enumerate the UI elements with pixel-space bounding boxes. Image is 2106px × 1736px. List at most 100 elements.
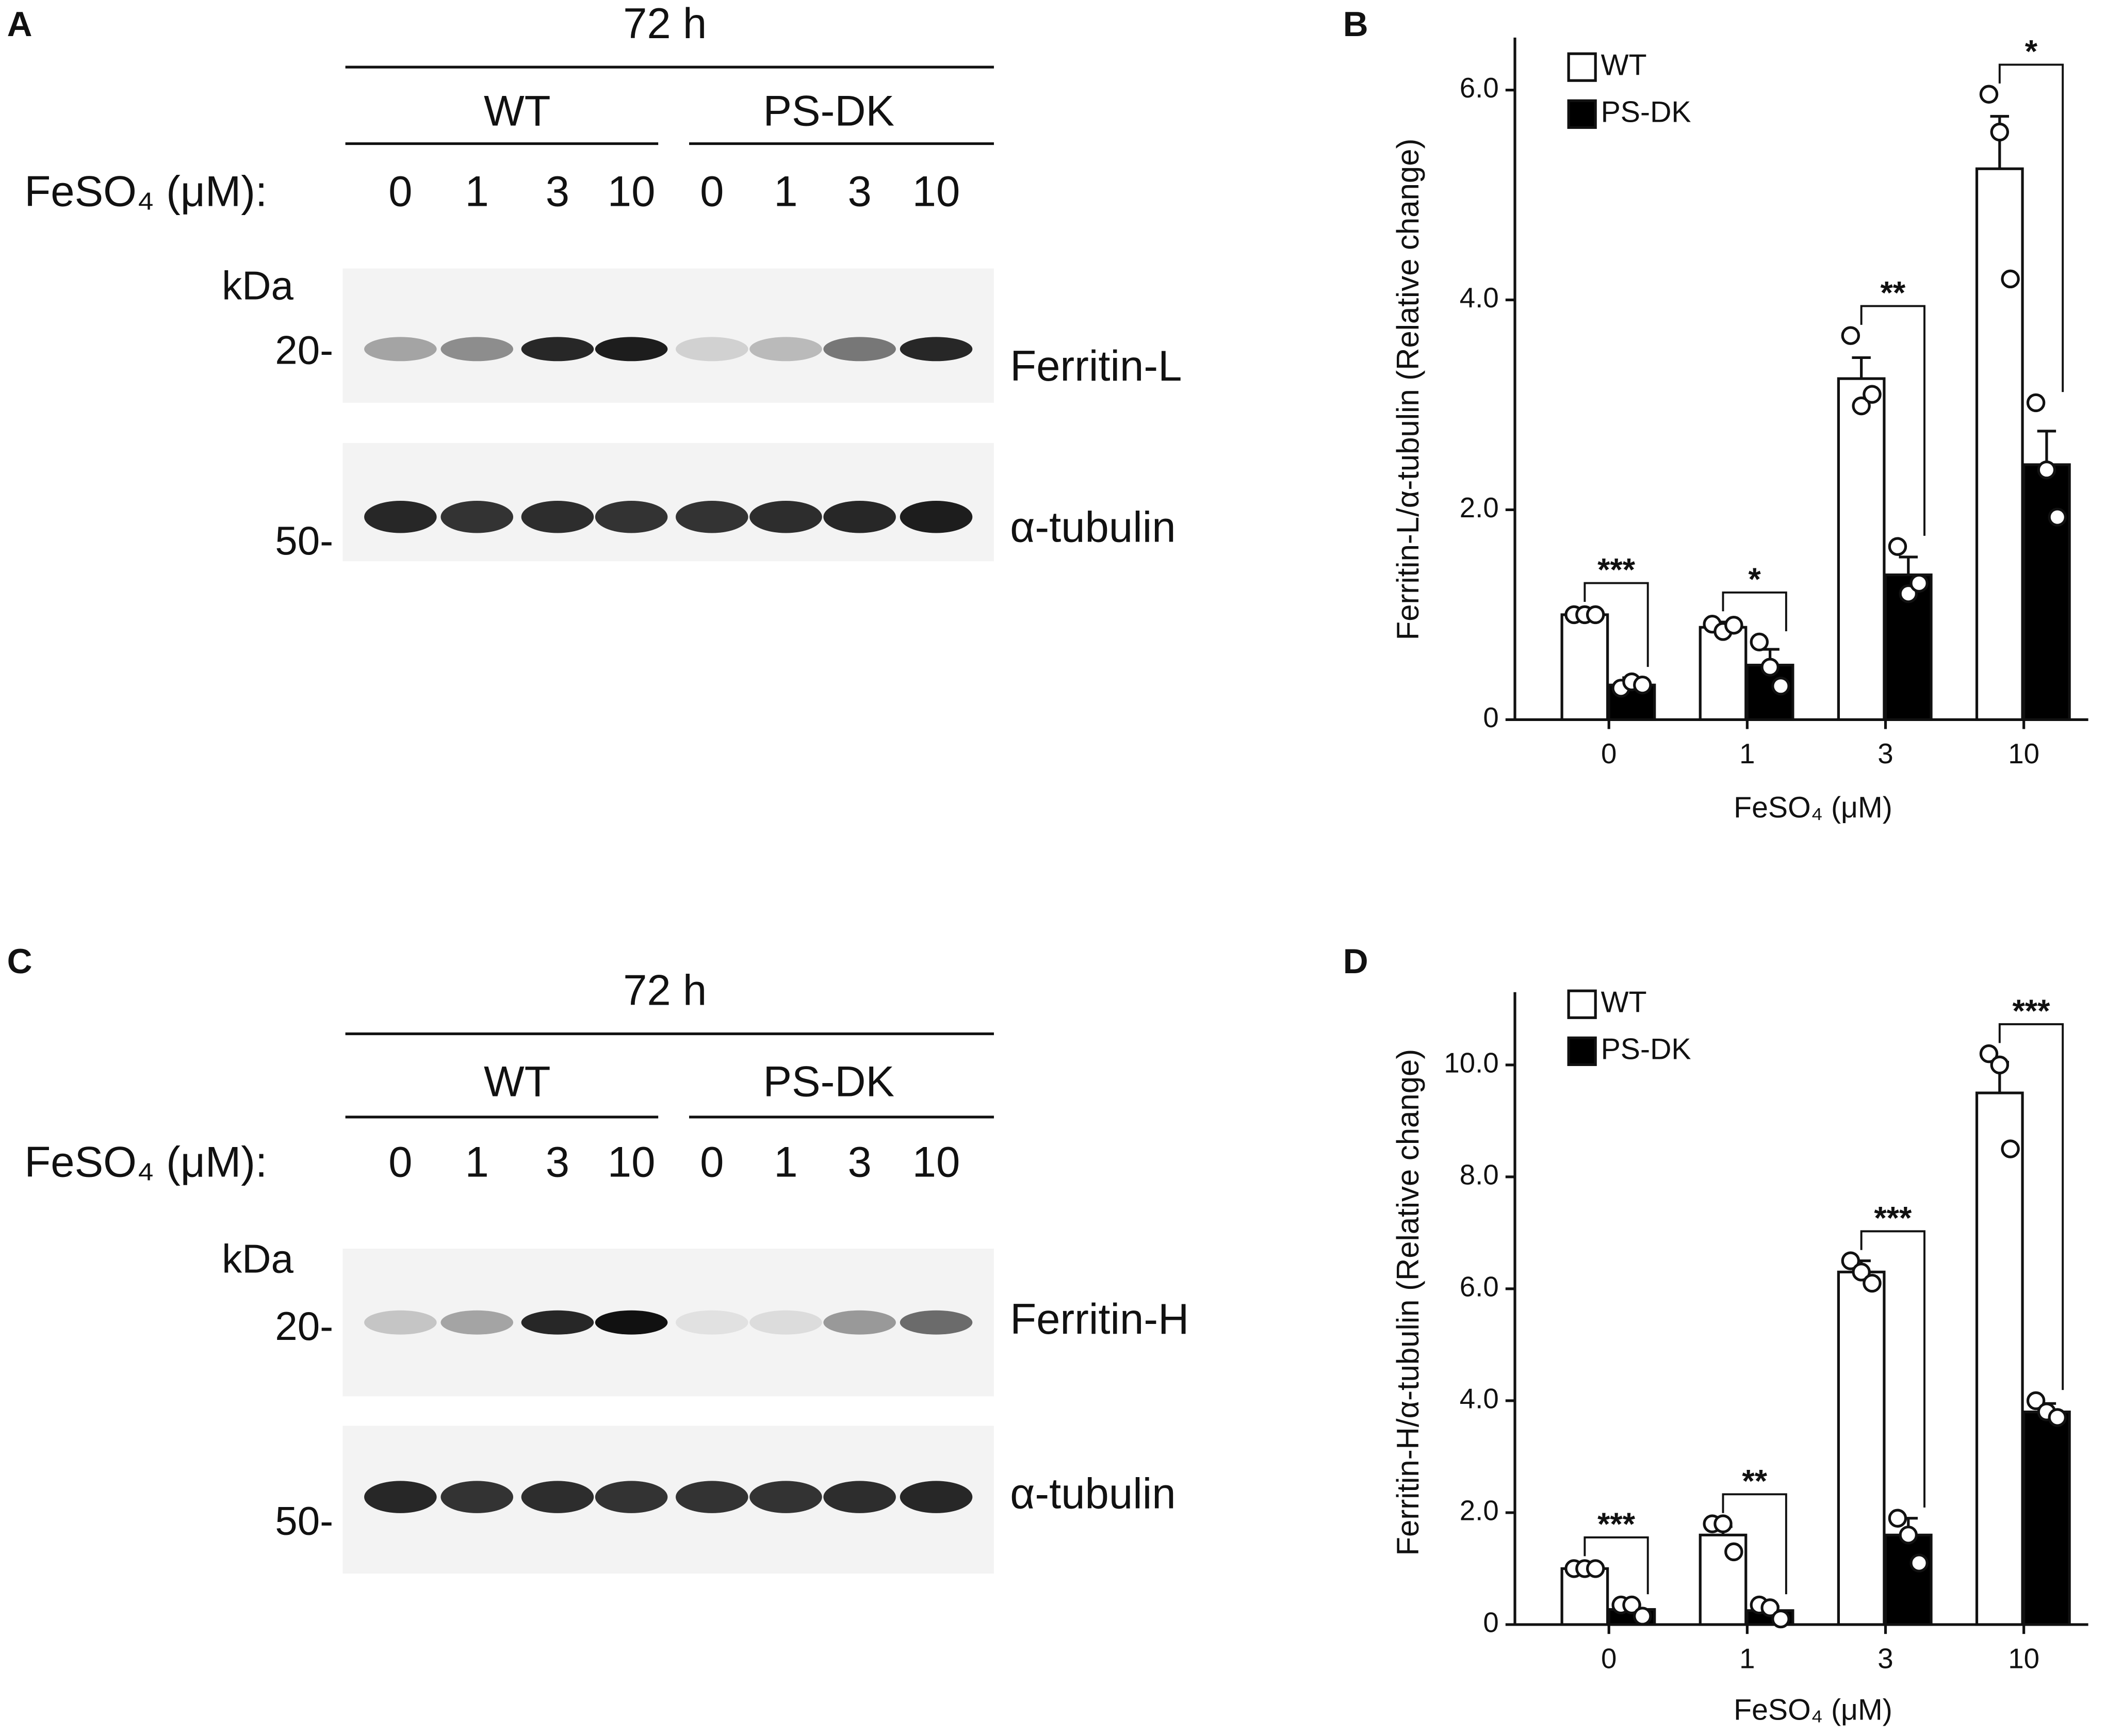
group-label: PS-DK: [763, 1057, 894, 1105]
band: [521, 1481, 594, 1513]
lane-label: 10: [608, 167, 656, 215]
panel-label: D: [1343, 942, 1368, 981]
time-label: 72 h: [623, 966, 707, 1014]
data-point: [2001, 269, 2020, 289]
blot-membrane: [342, 268, 994, 403]
treatment-label: FeSO₄ (μM):: [24, 167, 267, 215]
y-tick-label: 4.0: [1460, 282, 1499, 314]
data-point: [1909, 574, 1929, 593]
data-point: [2048, 1408, 2067, 1427]
lane-label: 0: [700, 167, 724, 215]
x-axis-label: FeSO₄ (μM): [1734, 1693, 1892, 1726]
legend-swatch: [1567, 989, 1597, 1019]
lane-label: 0: [700, 1138, 724, 1186]
band: [521, 337, 594, 362]
data-point: [1724, 1542, 1743, 1562]
x-tick-label: 0: [1601, 738, 1617, 769]
mw-marker: 50-: [275, 1498, 333, 1543]
lane-label: 1: [774, 1138, 797, 1186]
significance-label: *: [1749, 562, 1761, 598]
band: [675, 501, 748, 533]
mw-unit: kDa: [222, 263, 293, 308]
band: [521, 501, 594, 533]
y-tick-label: 10.0: [1444, 1047, 1498, 1078]
significance-label: **: [1881, 275, 1906, 311]
band: [749, 501, 822, 533]
y-axis-label: Ferritin-L/α-tubulin (Relative change): [1391, 139, 1425, 641]
lane-label: 10: [608, 1138, 656, 1186]
data-point: [1899, 1526, 1918, 1545]
band: [595, 1310, 668, 1335]
band: [749, 1481, 822, 1513]
protein-label: Ferritin-H: [1010, 1295, 1189, 1343]
legend-label: PS-DK: [1601, 95, 1691, 128]
x-tick-label: 10: [2008, 738, 2039, 769]
band: [675, 337, 748, 362]
data-point: [2001, 1139, 2020, 1158]
treatment-label: FeSO₄ (μM):: [24, 1138, 267, 1186]
protein-label: α-tubulin: [1010, 1470, 1176, 1518]
data-point: [1990, 1055, 2010, 1075]
band: [749, 1310, 822, 1335]
significance-label: ***: [1874, 1200, 1912, 1236]
legend-swatch: [1567, 99, 1597, 129]
y-tick-label: 6.0: [1460, 72, 1499, 104]
band: [900, 1481, 973, 1513]
bar: [1884, 1533, 1933, 1626]
significance-bracket: [1998, 63, 2064, 392]
band: [900, 501, 973, 533]
mw-marker: 20-: [275, 1303, 333, 1349]
lane-label: 3: [847, 1138, 871, 1186]
panel-label: A: [7, 5, 32, 44]
data-point: [1909, 1553, 1929, 1573]
data-point: [1771, 1609, 1790, 1629]
legend-label: PS-DK: [1601, 1033, 1691, 1066]
band: [440, 1481, 513, 1513]
bar: [2022, 463, 2071, 721]
data-point: [1760, 1598, 1780, 1617]
band: [440, 501, 513, 533]
y-tick-label: 4.0: [1460, 1383, 1499, 1414]
blot-membrane: [342, 1426, 994, 1574]
band: [749, 337, 822, 362]
x-tick-label: 1: [1739, 738, 1755, 769]
band: [364, 337, 437, 362]
band: [364, 1310, 437, 1335]
data-point: [1888, 1509, 1907, 1528]
y-tick-label: 0: [1483, 702, 1498, 733]
bar: [1837, 1270, 1886, 1626]
significance-label: ***: [1597, 1506, 1636, 1543]
lane-label: 10: [912, 1138, 960, 1186]
legend-swatch: [1567, 1036, 1597, 1066]
band: [440, 1310, 513, 1335]
band: [440, 337, 513, 362]
error-bar: [1899, 555, 1918, 575]
data-point: [1852, 1263, 1871, 1282]
protein-label: α-tubulin: [1010, 503, 1176, 551]
lane-label: 0: [388, 167, 412, 215]
significance-bracket: [1722, 591, 1787, 631]
band: [675, 1481, 748, 1513]
band: [595, 501, 668, 533]
x-tick-label: 3: [1878, 1643, 1893, 1675]
data-point: [1633, 675, 1652, 695]
data-point: [1863, 1273, 1882, 1293]
data-point: [1633, 1607, 1652, 1626]
band: [595, 1481, 668, 1513]
blot-membrane: [342, 1249, 994, 1397]
lane-label: 10: [912, 167, 960, 215]
data-point: [1852, 396, 1871, 416]
band: [823, 1481, 896, 1513]
lane-label: 1: [465, 167, 489, 215]
data-point: [1888, 537, 1907, 556]
lane-label: 3: [847, 167, 871, 215]
blot-membrane: [342, 443, 994, 562]
significance-bracket: [1860, 1230, 1925, 1508]
group-label: WT: [484, 1057, 551, 1105]
band: [364, 501, 437, 533]
band: [823, 337, 896, 362]
data-point: [2026, 1391, 2046, 1411]
y-tick-label: 2.0: [1460, 492, 1499, 523]
data-point: [1841, 1251, 1860, 1270]
